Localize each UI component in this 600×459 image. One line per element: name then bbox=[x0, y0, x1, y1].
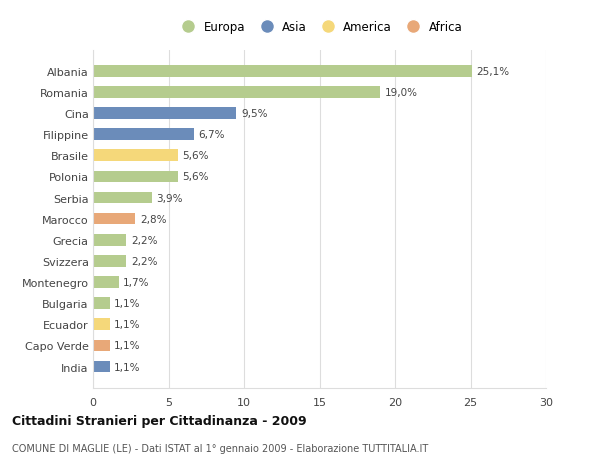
Text: Cittadini Stranieri per Cittadinanza - 2009: Cittadini Stranieri per Cittadinanza - 2… bbox=[12, 414, 307, 428]
Text: 25,1%: 25,1% bbox=[476, 67, 509, 77]
Text: COMUNE DI MAGLIE (LE) - Dati ISTAT al 1° gennaio 2009 - Elaborazione TUTTITALIA.: COMUNE DI MAGLIE (LE) - Dati ISTAT al 1°… bbox=[12, 443, 428, 453]
Text: 2,8%: 2,8% bbox=[140, 214, 166, 224]
Text: 5,6%: 5,6% bbox=[182, 172, 209, 182]
Bar bbox=[93, 361, 110, 373]
Bar bbox=[93, 171, 178, 183]
Text: 2,2%: 2,2% bbox=[131, 256, 157, 266]
Bar bbox=[93, 277, 119, 288]
Text: 1,1%: 1,1% bbox=[114, 362, 140, 372]
Bar bbox=[93, 340, 110, 352]
Text: 3,9%: 3,9% bbox=[157, 193, 183, 203]
Bar bbox=[93, 298, 110, 309]
Bar bbox=[93, 192, 152, 204]
Text: 1,1%: 1,1% bbox=[114, 319, 140, 330]
Bar bbox=[93, 319, 110, 330]
Text: 2,2%: 2,2% bbox=[131, 235, 157, 245]
Text: 6,7%: 6,7% bbox=[199, 130, 225, 140]
Bar bbox=[93, 150, 178, 162]
Bar bbox=[93, 235, 126, 246]
Text: 5,6%: 5,6% bbox=[182, 151, 209, 161]
Bar bbox=[93, 108, 236, 120]
Text: 1,1%: 1,1% bbox=[114, 341, 140, 351]
Bar bbox=[93, 129, 194, 140]
Bar bbox=[93, 256, 126, 267]
Text: 9,5%: 9,5% bbox=[241, 109, 268, 119]
Text: 1,1%: 1,1% bbox=[114, 298, 140, 308]
Text: 19,0%: 19,0% bbox=[385, 88, 418, 98]
Legend: Europa, Asia, America, Africa: Europa, Asia, America, Africa bbox=[172, 16, 467, 38]
Bar bbox=[93, 87, 380, 99]
Text: 1,7%: 1,7% bbox=[123, 277, 150, 287]
Bar bbox=[93, 213, 135, 225]
Bar bbox=[93, 66, 472, 78]
